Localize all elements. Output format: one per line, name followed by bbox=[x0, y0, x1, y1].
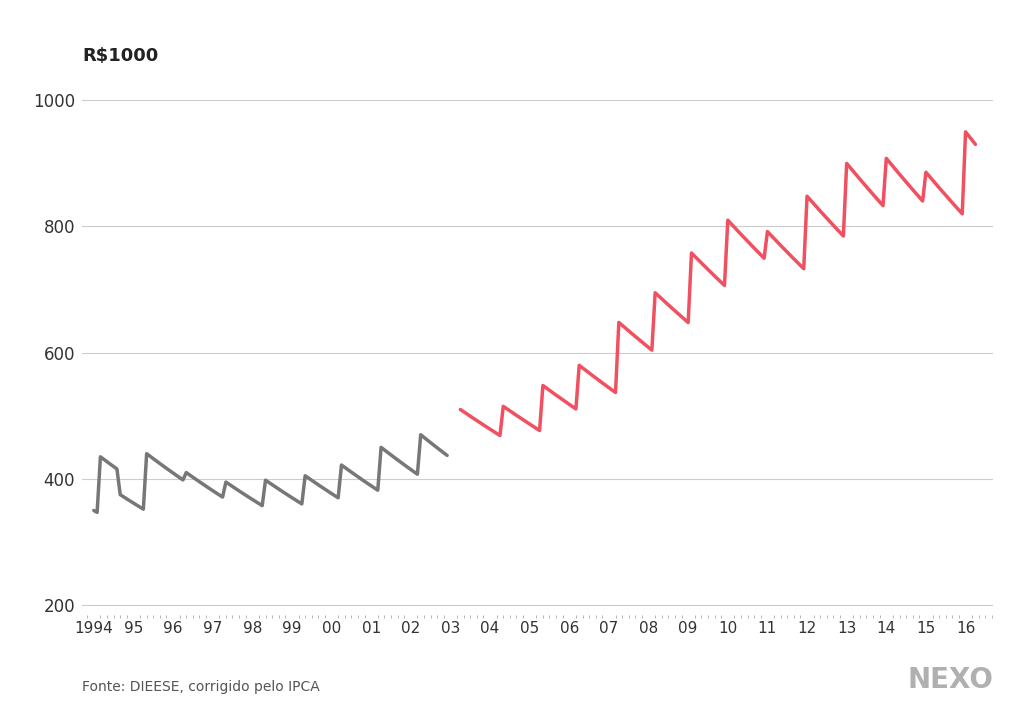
Text: NEXO: NEXO bbox=[907, 666, 993, 694]
Text: R$1000: R$1000 bbox=[82, 48, 158, 65]
Text: Fonte: DIEESE, corrigido pelo IPCA: Fonte: DIEESE, corrigido pelo IPCA bbox=[82, 680, 319, 694]
